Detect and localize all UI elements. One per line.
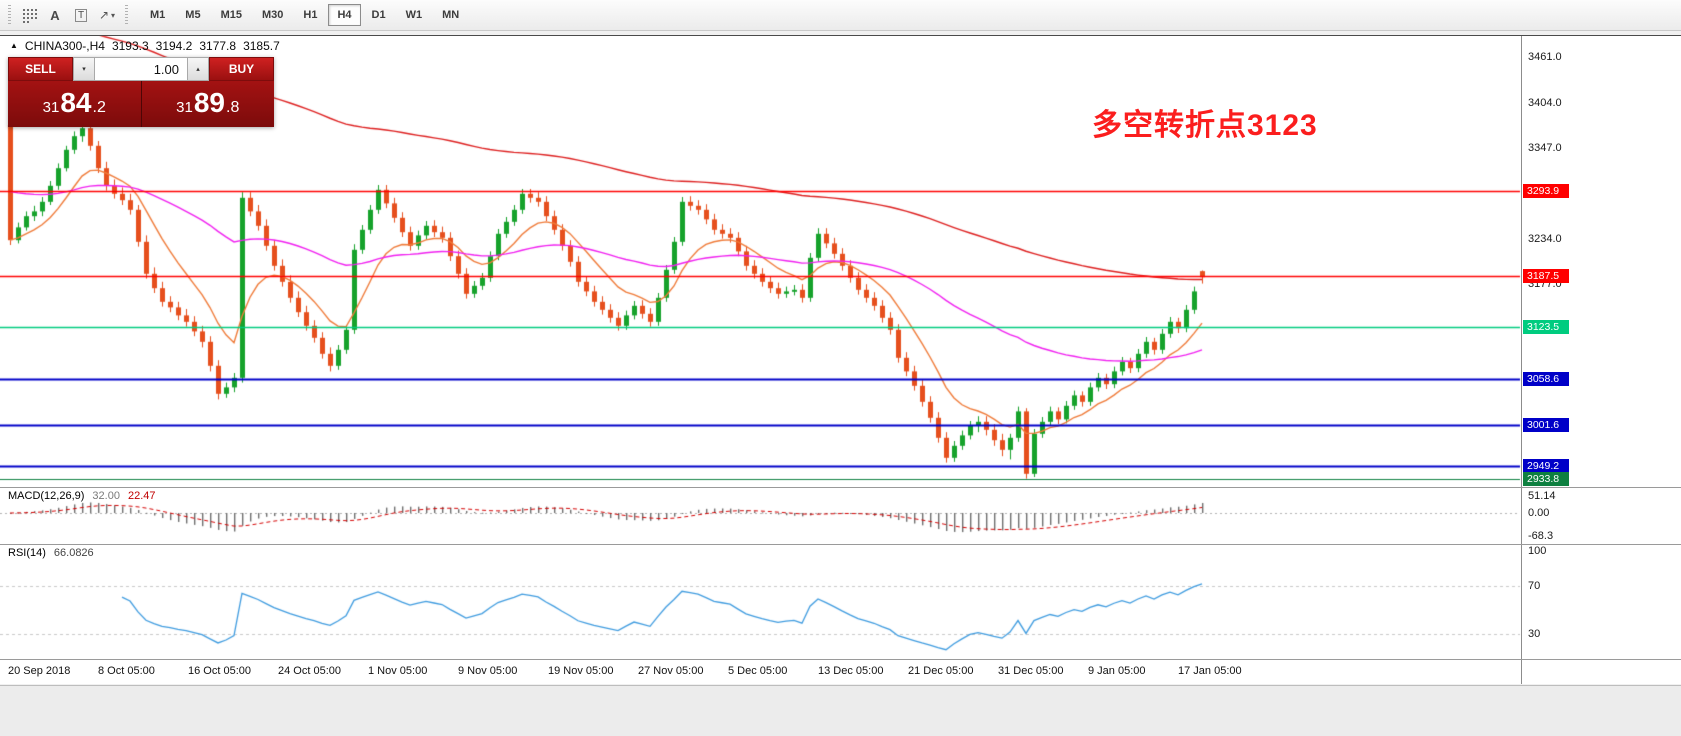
chart-annotation-text: 多空转折点3123 (1092, 109, 1318, 142)
time-axis[interactable]: 20 Sep 2018 8 Oct 05:00 16 Oct 05:00 24 Oct… (0, 660, 1521, 684)
symbol-name: CHINA300-,H4 (24, 39, 105, 53)
price-axis[interactable]: 3461.0 3404.0 3347.0 3234.0 3177.0 3293.9 3187… (1521, 0, 1681, 735)
footer-strip (0, 685, 1681, 736)
price-line-tag: 3187.5 (1523, 268, 1569, 283)
price-line-tag: 2933.8 (1523, 471, 1569, 486)
time-label: 9 Nov 05:00 (458, 665, 518, 677)
macd-name: MACD(12,26,9) (8, 490, 85, 502)
buy-price-frac: .8 (226, 99, 240, 116)
sell-price-frac: .2 (92, 99, 106, 116)
time-label: 31 Dec 05:00 (998, 665, 1064, 677)
symbol-marker-icon: ▲ (10, 41, 18, 50)
price-tick: 3234.0 (1528, 232, 1562, 245)
rsi-scale-label: 70 (1528, 580, 1541, 593)
price-line-tag: 3001.6 (1523, 417, 1569, 432)
time-label: 13 Dec 05:00 (818, 665, 884, 677)
macd-label: MACD(12,26,9) 32.00 22.47 (8, 490, 155, 502)
rsi-value: 66.0826 (53, 547, 94, 559)
time-label: 5 Dec 05:00 (728, 665, 788, 677)
price-tick: 3347.0 (1528, 142, 1562, 155)
symbol-ohlc-line: ▲ CHINA300-,H4 3193.3 3194.2 3177.8 3185… (10, 39, 280, 53)
buy-price-big: 89 (193, 87, 225, 118)
bar-open: 3193.3 (111, 39, 149, 53)
time-label: 20 Sep 2018 (8, 665, 71, 677)
time-label: 24 Oct 05:00 (278, 665, 341, 677)
time-label: 19 Nov 05:00 (548, 665, 614, 677)
time-label: 16 Oct 05:00 (188, 665, 251, 677)
bar-low: 3177.8 (199, 39, 237, 53)
time-label: 17 Jan 05:00 (1178, 665, 1242, 677)
bar-close: 3185.7 (243, 39, 280, 53)
volume-decrease-button[interactable]: ▾ (73, 57, 95, 81)
price-axis-separator (1521, 36, 1522, 684)
sell-price-prefix: 31 (42, 99, 60, 116)
volume-increase-button[interactable]: ▴ (187, 57, 209, 81)
bar-high: 3194.2 (155, 39, 193, 53)
macd-scale-label: -68.3 (1528, 529, 1554, 542)
macd-scale-label: 0.00 (1528, 507, 1550, 519)
price-line-tag: 2949.2 (1523, 459, 1569, 474)
macd-scale-label: 51.14 (1528, 490, 1556, 503)
rsi-label: RSI(14) 66.0826 (8, 547, 94, 559)
buy-price[interactable]: 31 89.8 (141, 81, 274, 127)
macd-signal-value: 22.47 (127, 490, 156, 502)
macd-main-value: 32.00 (92, 490, 120, 502)
price-line-tag: 3123.5 (1523, 320, 1569, 334)
volume-input[interactable] (95, 57, 187, 81)
rsi-scale-label: 100 (1528, 545, 1547, 557)
sell-price[interactable]: 31 84.2 (8, 81, 142, 127)
time-label: 21 Dec 05:00 (908, 665, 974, 677)
price-tick: 3404.0 (1528, 96, 1562, 109)
time-label: 1 Nov 05:00 (368, 665, 428, 677)
rsi-scale-label: 30 (1528, 627, 1541, 640)
price-line-tag: 3058.6 (1523, 371, 1569, 386)
time-label: 27 Nov 05:00 (638, 665, 704, 677)
buy-button[interactable]: BUY (209, 57, 274, 81)
sell-price-big: 84 (60, 87, 92, 118)
price-line-tag: 3293.9 (1523, 183, 1569, 198)
rsi-panel-separator[interactable] (0, 544, 1681, 545)
time-label: 9 Jan 05:00 (1088, 665, 1146, 677)
time-axis-separator (0, 659, 1681, 660)
time-label: 8 Oct 05:00 (98, 665, 155, 677)
buy-price-prefix: 31 (176, 99, 193, 116)
macd-panel-separator[interactable] (0, 487, 1681, 488)
rsi-name: RSI(14) (8, 547, 46, 559)
sell-button[interactable]: SELL (8, 57, 73, 81)
price-tick: 3461.0 (1528, 51, 1562, 63)
